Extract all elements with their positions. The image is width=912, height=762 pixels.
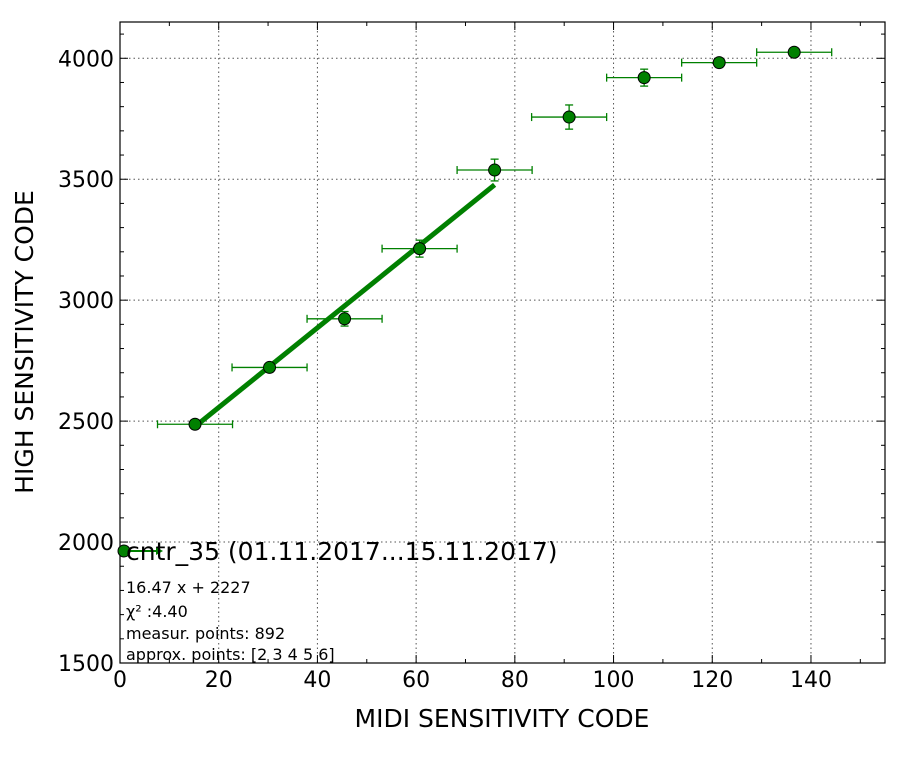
y-tick-label: 3000 [58,289,114,314]
y-tick-label: 2500 [58,410,114,435]
data-point-group [605,68,683,87]
points-layer [156,45,833,431]
data-point [263,360,277,374]
data-point [413,242,427,256]
data-point-group [381,239,458,258]
legend-label: cntr_35 (01.11.2017...15.11.2017) [126,537,558,566]
data-point [712,56,726,70]
chi-square: χ² :4.40 [126,602,188,621]
x-tick-label: 140 [790,668,832,693]
measured-points: measur. points: 892 [126,624,285,643]
legend: cntr_35 (01.11.2017...15.11.2017) 16.47 … [117,537,558,664]
ticks [119,22,885,664]
y-tick-label: 1500 [58,652,114,677]
fit-layer [193,182,497,429]
grid [120,22,885,663]
x-tick-label: 60 [402,668,430,693]
x-tick-label: 100 [593,668,635,693]
legend-marker [117,544,131,558]
data-point [787,45,801,59]
fit-equation: 16.47 x + 2227 [126,578,251,597]
x-tick-label: 20 [205,668,233,693]
data-point-group [231,360,308,374]
data-point [562,110,576,124]
x-tick-label: 80 [501,668,529,693]
data-point-group [306,310,383,327]
data-point-group [756,45,833,59]
data-point-group [456,158,533,182]
legend-arrow-icon [156,547,163,555]
y-tick-label: 3500 [58,168,114,193]
data-point-group [530,104,608,130]
x-tick-label: 120 [691,668,733,693]
fit-line [193,182,497,429]
data-point-group [681,56,758,70]
y-tick-label: 2000 [58,531,114,556]
approx-points: approx. points: [2 3 4 5 6] [126,645,335,664]
x-tick-label: 40 [303,668,331,693]
data-point [637,71,651,85]
data-point [488,163,502,177]
tick-labels: 0 20 40 60 80 100 120 140 1500 2000 2500 3000 3500 40… [58,47,832,693]
plot-frame [119,21,886,664]
x-axis-title: MIDI SENSITIVITY CODE [355,704,650,733]
data-point-group [156,417,234,431]
y-axis-title: HIGH SENSITIVITY CODE [10,190,39,494]
data-point [338,312,352,326]
data-point [188,417,202,431]
y-tick-label: 4000 [58,47,114,72]
x-tick-label: 0 [113,668,127,693]
